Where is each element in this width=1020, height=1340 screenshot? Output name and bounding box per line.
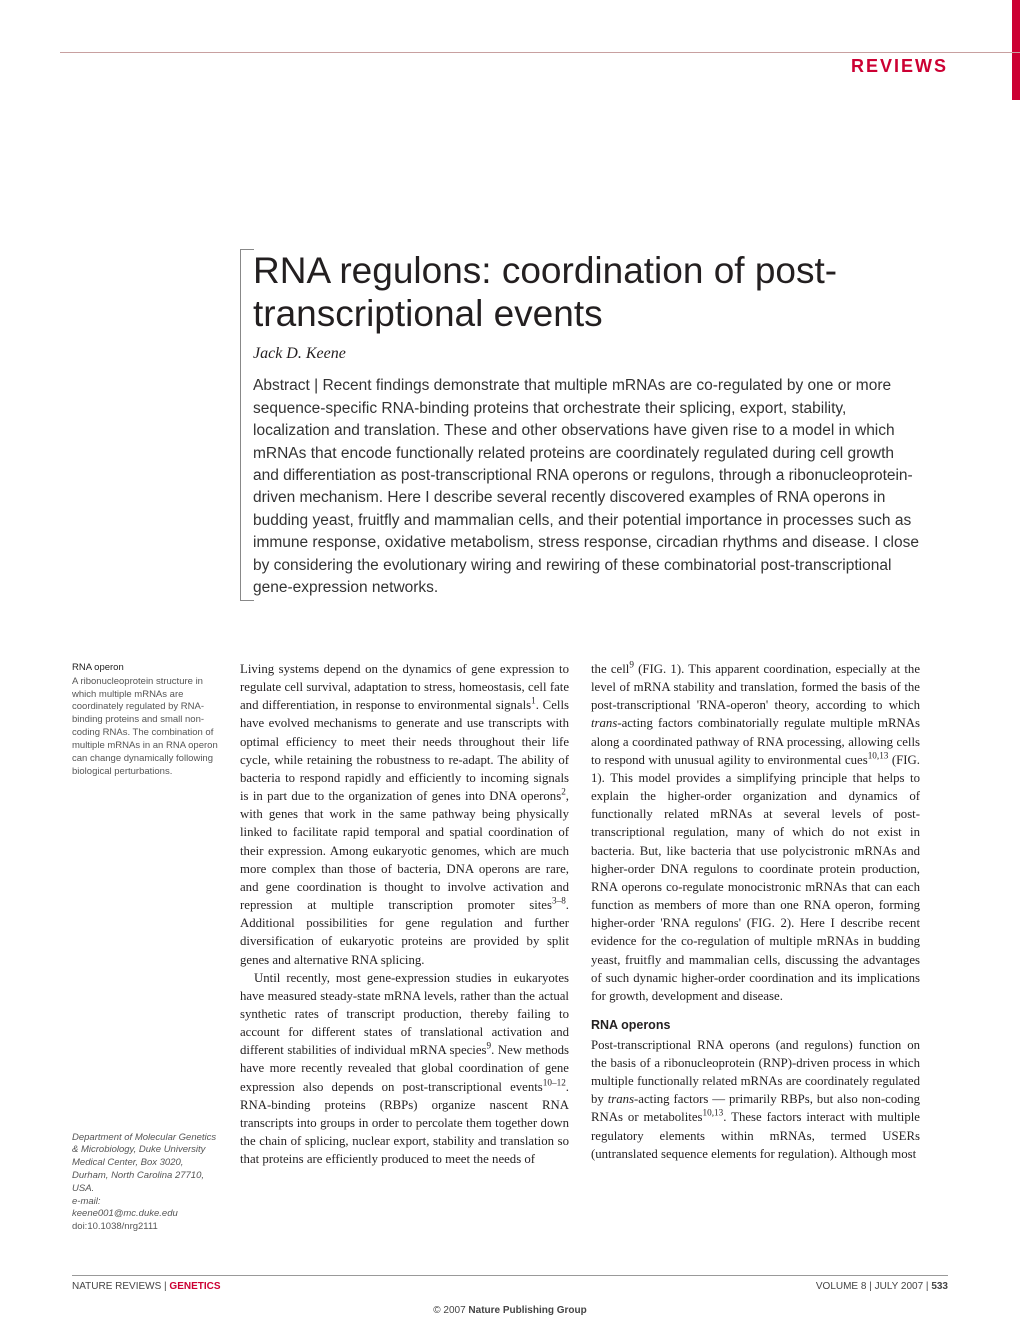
footer-right: VOLUME 8 | JULY 2007 | 533 [816,1281,948,1292]
footer-journal: GENETICS [169,1281,220,1292]
body-col-right: the cell9 (FIG. 1). This apparent coordi… [591,660,920,1168]
title-block: RNA regulons: coordination of post-trans… [240,250,920,600]
footer-left: NATURE REVIEWS | GENETICS [72,1281,221,1292]
footer: NATURE REVIEWS | GENETICS VOLUME 8 | JUL… [72,1275,948,1292]
affiliation-email-label: e-mail: [72,1196,101,1207]
footer-left-prefix: NATURE REVIEWS | [72,1281,169,1292]
accent-side-bar [1012,0,1020,100]
glossary-term: RNA operon [72,662,222,675]
affiliation-dept: Department of Molecular Genetics & Micro… [72,1132,216,1194]
body-subhead: RNA operons [591,1017,920,1035]
body-columns: Living systems depend on the dynamics of… [240,660,920,1168]
body-para: Until recently, most gene-expression stu… [240,969,569,1169]
body-para: Post-transcriptional RNA operons (and re… [591,1036,920,1163]
affiliation-block: Department of Molecular Genetics & Micro… [72,1132,222,1235]
copyright: © 2007 Nature Publishing Group [0,1305,1020,1316]
abstract: Abstract | Recent findings demonstrate t… [253,375,920,600]
affiliation-email: keene001@mc.duke.edu [72,1208,178,1219]
glossary-sidebar: RNA operon A ribonucleoprotein structure… [72,662,222,792]
doi: doi:10.1038/nrg2111 [72,1221,158,1232]
author: Jack D. Keene [253,345,920,363]
body-para: the cell9 (FIG. 1). This apparent coordi… [591,660,920,1005]
copyright-text: © 2007 Nature Publishing Group [433,1305,587,1316]
title-corner-bottom [240,600,254,601]
glossary-definition: A ribonucleoprotein structure in which m… [72,676,222,779]
page: REVIEWS RNA regulons: coordination of po… [0,0,1020,1340]
footer-vol-issue: VOLUME 8 | JULY 2007 | [816,1281,931,1292]
footer-page-number: 533 [931,1281,948,1292]
header-rule [60,52,1020,54]
section-label: REVIEWS [851,56,948,77]
body-col-left: Living systems depend on the dynamics of… [240,660,569,1168]
article-title: RNA regulons: coordination of post-trans… [253,250,920,335]
body-para: Living systems depend on the dynamics of… [240,660,569,969]
title-corner-top [240,249,254,250]
